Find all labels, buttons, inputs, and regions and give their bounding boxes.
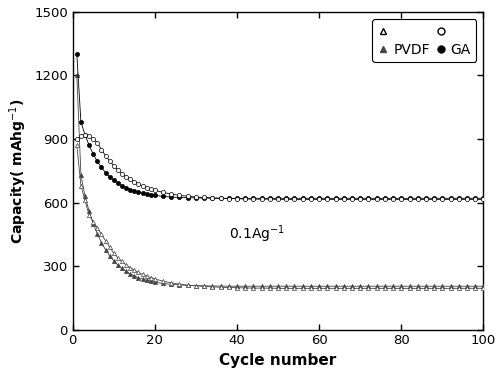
Legend: , PVDF, , GA: , PVDF, , GA [372,19,476,62]
X-axis label: Cycle number: Cycle number [219,353,337,368]
Y-axis label: Capacity( mAhg$^{-1}$): Capacity( mAhg$^{-1}$) [7,98,29,244]
Text: 0.1Ag$^{-1}$: 0.1Ag$^{-1}$ [229,223,285,245]
